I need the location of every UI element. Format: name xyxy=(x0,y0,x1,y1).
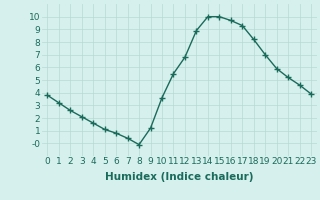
X-axis label: Humidex (Indice chaleur): Humidex (Indice chaleur) xyxy=(105,172,253,182)
